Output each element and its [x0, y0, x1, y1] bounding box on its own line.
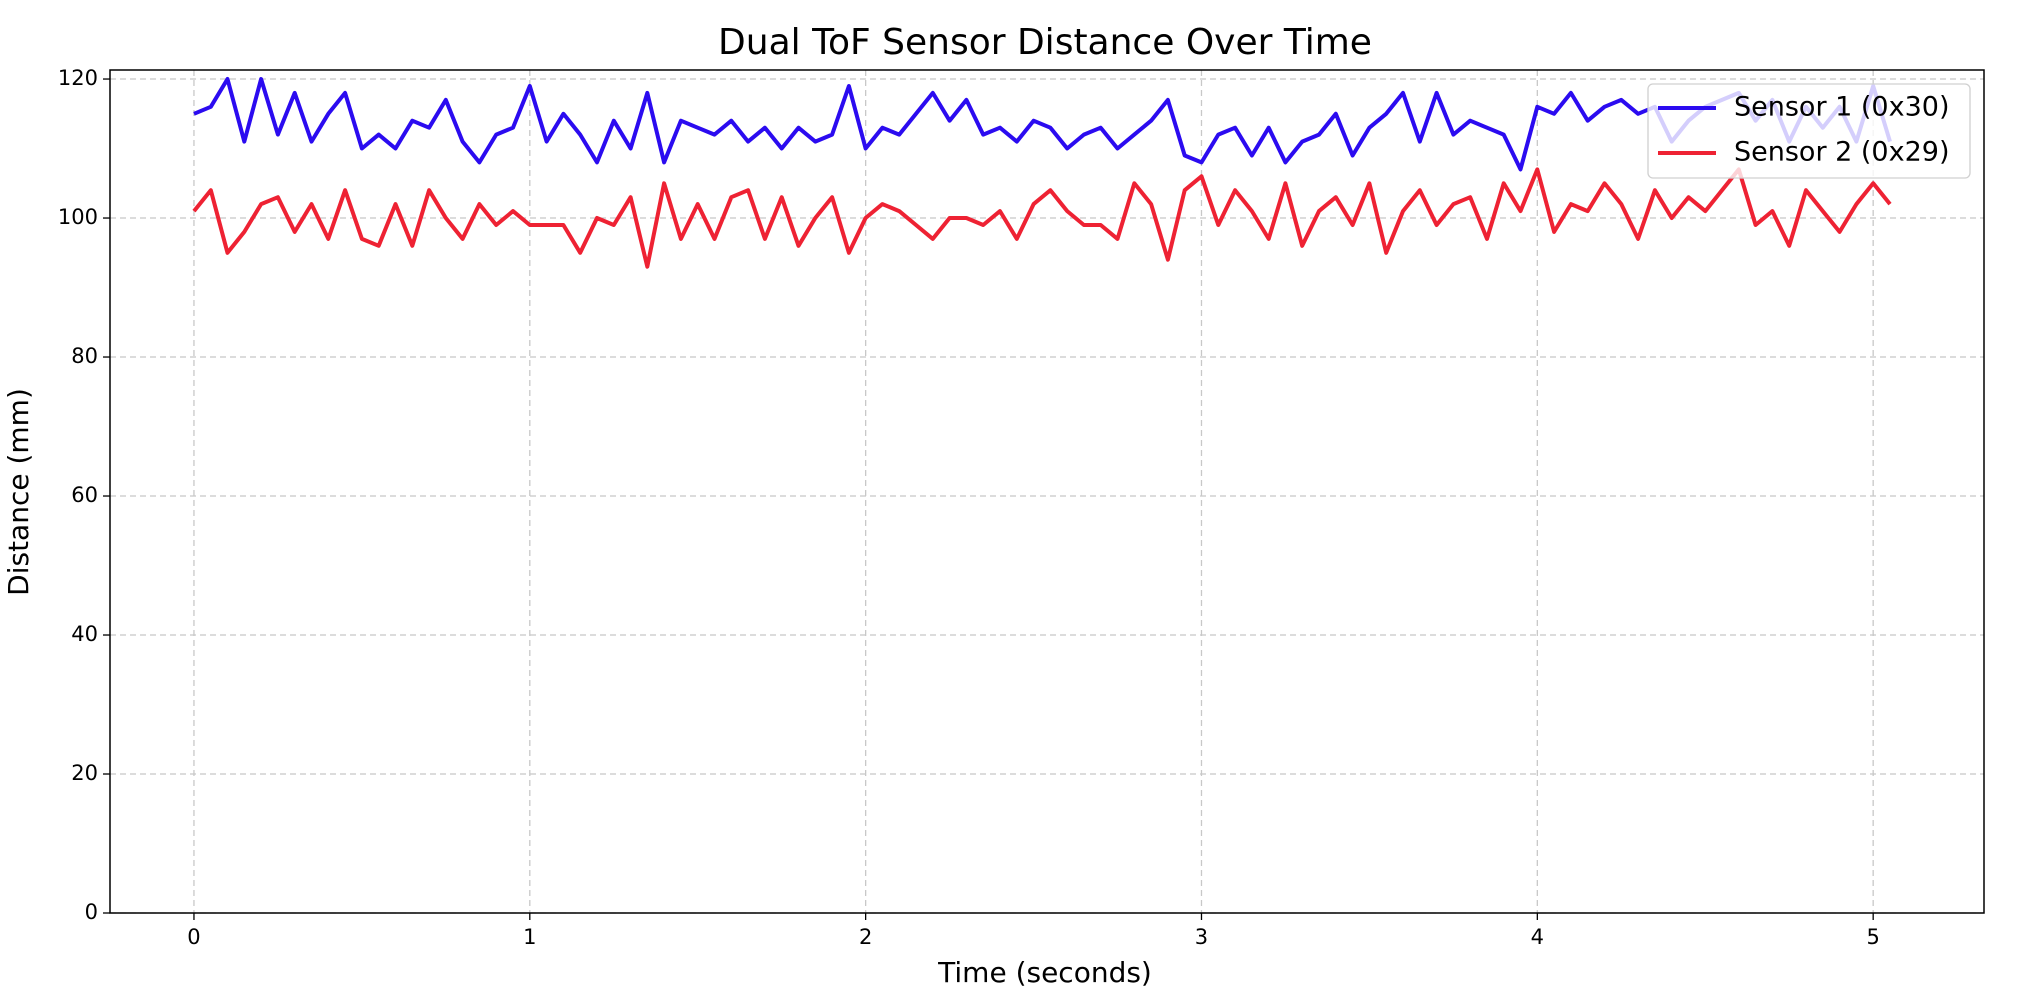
x-tick-label: 0 — [187, 925, 200, 949]
data-line — [193, 77, 1892, 172]
y-tick-label: 0 — [85, 900, 98, 924]
x-tick-label: 5 — [1866, 925, 1879, 949]
x-axis-label: Time (seconds) — [937, 956, 1152, 989]
legend-label: Sensor 2 (0x29) — [1734, 137, 1949, 168]
y-tick-label: 80 — [71, 344, 98, 368]
x-tick-label: 4 — [1531, 925, 1544, 949]
data-line — [192, 167, 1892, 269]
x-tick-label: 1 — [523, 925, 536, 949]
x-tick-label: 2 — [859, 925, 872, 949]
plot-frame — [109, 69, 1985, 914]
legend-label: Sensor 1 (0x30) — [1734, 92, 1949, 123]
y-tick-label: 40 — [71, 622, 98, 646]
legend-box — [1647, 83, 1971, 179]
y-tick-label: 20 — [71, 761, 98, 785]
y-tick-label: 120 — [58, 66, 98, 90]
chart-title: Dual ToF Sensor Distance Over Time — [718, 22, 1372, 63]
y-tick-label: 60 — [71, 483, 98, 507]
y-axis-label: Distance (mm) — [2, 388, 35, 596]
legend: Sensor 1 (0x30) Sensor 2 (0x29) — [1647, 83, 1971, 179]
x-tick-label: 3 — [1195, 925, 1208, 949]
y-tick-label: 100 — [58, 205, 98, 229]
